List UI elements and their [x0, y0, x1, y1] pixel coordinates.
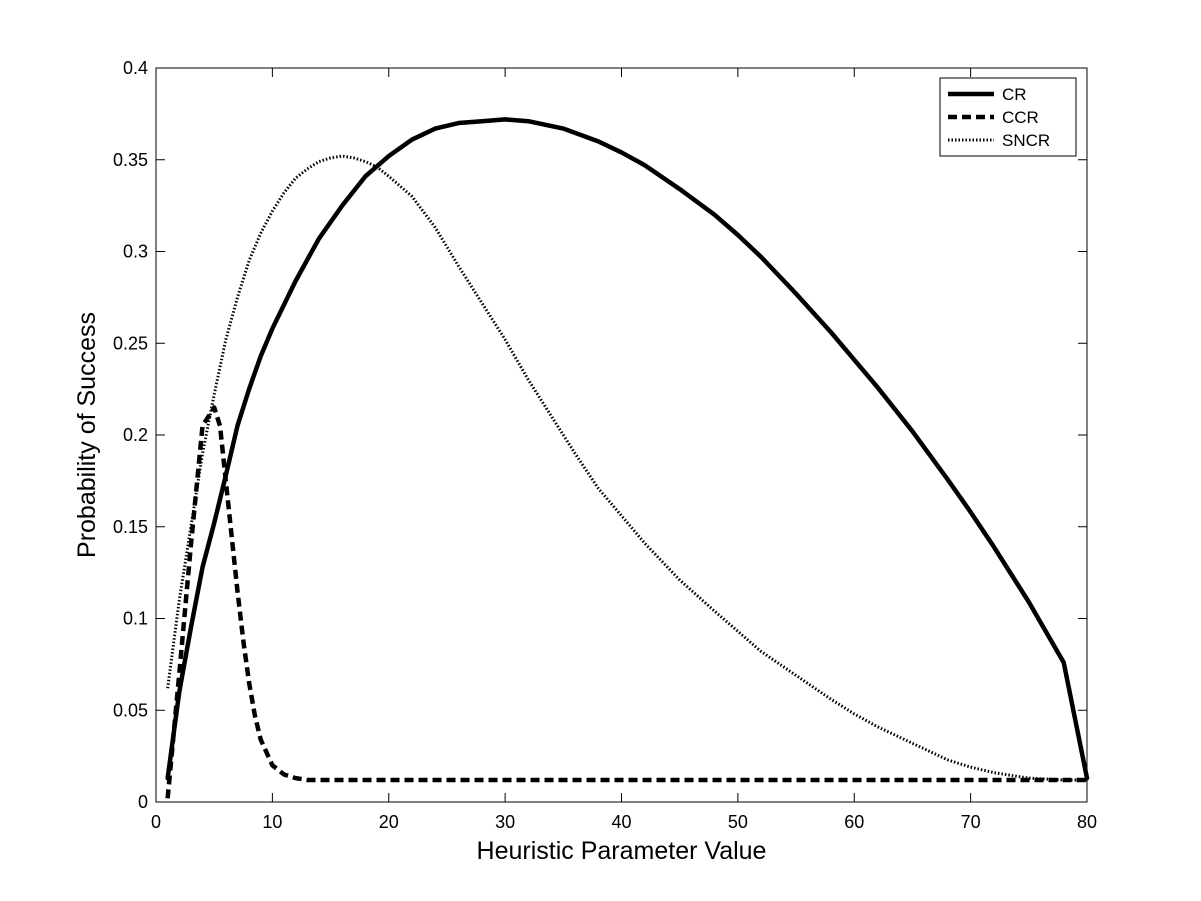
series-layer: [165, 117, 1090, 799]
legend-label-sncr: SNCR: [1002, 131, 1050, 150]
legend: CR CCR SNCR: [939, 77, 1077, 157]
plot-background: [156, 68, 1087, 802]
y-tick-label: 0.05: [113, 700, 148, 720]
y-tick-label: 0.4: [123, 58, 148, 78]
legend-label-cr: CR: [1002, 85, 1027, 104]
y-tick-label: 0.1: [123, 609, 148, 629]
x-tick-label: 40: [611, 812, 631, 832]
series-line-cr: [165, 117, 1090, 781]
x-axis-label: Heuristic Parameter Value: [477, 837, 767, 865]
y-tick-label: 0.2: [123, 425, 148, 445]
x-tick-label: 10: [262, 812, 282, 832]
series-line-sncr: [166, 154, 1087, 782]
legend-label-ccr: CCR: [1002, 108, 1039, 127]
y-tick-label: 0.3: [123, 242, 148, 262]
series-line-ccr: [165, 405, 1087, 799]
x-axis-ticks: 0 10 20 30 40 50 60 70 80: [151, 68, 1097, 832]
x-tick-label: 70: [961, 812, 981, 832]
y-tick-label: 0: [138, 792, 148, 812]
x-tick-label: 30: [495, 812, 515, 832]
y-axis-label: Probability of Success: [73, 312, 101, 558]
x-tick-label: 80: [1077, 812, 1097, 832]
y-tick-label: 0.15: [113, 517, 148, 537]
x-tick-label: 20: [379, 812, 399, 832]
plot-area: [156, 68, 1087, 802]
x-tick-label: 60: [844, 812, 864, 832]
x-tick-label: 50: [728, 812, 748, 832]
y-tick-label: 0.35: [113, 150, 148, 170]
y-axis-ticks: 0 0.05 0.1 0.15 0.2 0.25 0.3 0.35 0.4: [113, 58, 1087, 812]
y-tick-label: 0.25: [113, 333, 148, 353]
x-tick-label: 0: [151, 812, 161, 832]
